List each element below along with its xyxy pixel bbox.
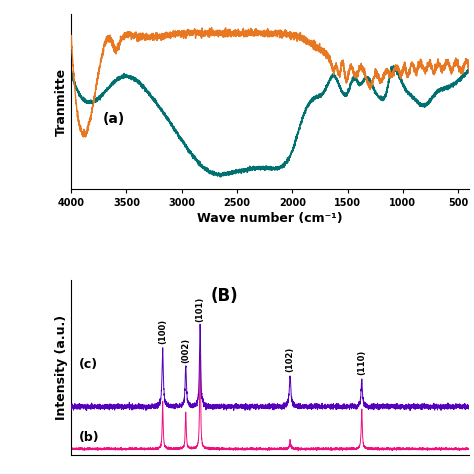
- Text: (b): (b): [79, 431, 100, 444]
- Text: (002): (002): [181, 338, 190, 363]
- Y-axis label: Tranmitte: Tranmitte: [55, 68, 68, 136]
- Text: (c): (c): [79, 357, 98, 371]
- Y-axis label: Intensity (a.u.): Intensity (a.u.): [55, 315, 68, 420]
- Text: (100): (100): [158, 319, 167, 344]
- Text: (101): (101): [196, 297, 205, 322]
- Text: (a): (a): [103, 112, 125, 126]
- Text: (110): (110): [357, 350, 366, 375]
- Text: (B): (B): [210, 287, 238, 305]
- Text: (102): (102): [286, 346, 294, 372]
- X-axis label: Wave number (cm⁻¹): Wave number (cm⁻¹): [197, 212, 343, 225]
